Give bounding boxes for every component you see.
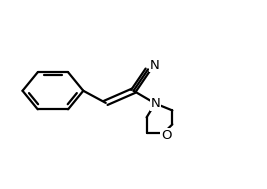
Text: N: N <box>150 97 160 110</box>
Text: N: N <box>150 59 159 72</box>
Text: O: O <box>161 129 172 142</box>
